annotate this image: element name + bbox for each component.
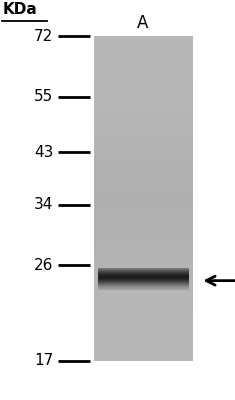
Text: A: A: [137, 14, 149, 32]
Text: KDa: KDa: [2, 2, 37, 17]
Text: 17: 17: [34, 353, 53, 368]
Text: 34: 34: [34, 198, 53, 212]
Text: 55: 55: [34, 89, 53, 104]
Text: 43: 43: [34, 145, 53, 160]
Text: 72: 72: [34, 29, 53, 44]
Text: 26: 26: [34, 258, 53, 273]
